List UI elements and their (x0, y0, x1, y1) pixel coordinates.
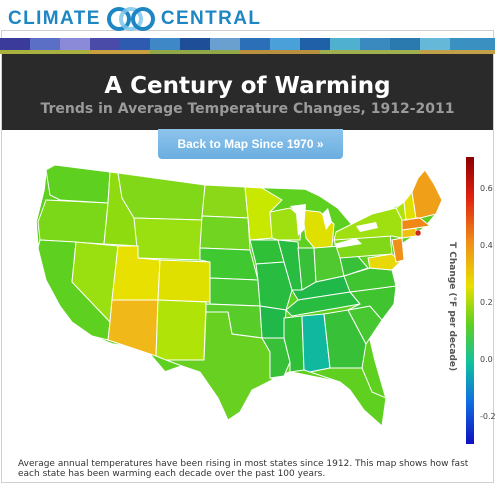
state-wisconsin (269, 207, 303, 241)
state-kansas (209, 277, 261, 307)
logo-rings-icon (106, 7, 155, 31)
state-north-dakota (201, 184, 249, 219)
colorbar-tick-0.0: 0.0 (480, 355, 493, 364)
state-texas (165, 311, 273, 421)
state-arizona (107, 299, 159, 357)
logo-text-left: CLIMATE (8, 8, 101, 29)
colorbar-tick-minus-0.2: -0.2 (480, 412, 495, 421)
logo-text-right: CENTRAL (160, 8, 262, 29)
state-maine (411, 169, 443, 219)
state-maryland-delaware (367, 253, 401, 271)
accent-stripe (0, 50, 495, 54)
state-washington (45, 164, 111, 204)
map-caption: Average annual temperatures have been ri… (18, 459, 469, 479)
state-colorado (157, 259, 213, 303)
page-title: A Century of Warming (104, 73, 391, 99)
great-lakes (290, 204, 378, 248)
us-temperature-map (35, 164, 443, 427)
climate-central-logo[interactable]: CLIMATE CENTRAL (8, 6, 261, 32)
header-banner: A Century of Warming Trends in Average T… (2, 54, 493, 130)
colorbar-tick-0.4: 0.4 (480, 241, 493, 250)
state-florida (308, 367, 387, 427)
state-south-dakota (199, 215, 251, 251)
colorbar-tick-0.6: 0.6 (480, 184, 493, 193)
state-arkansas (259, 305, 287, 339)
state-rhode-island (414, 229, 422, 237)
state-north-carolina (347, 285, 397, 321)
state-new-jersey (391, 237, 405, 263)
page-subtitle: Trends in Average Temperature Changes, 1… (40, 101, 455, 117)
color-stripe (0, 38, 495, 50)
temperature-colorbar (466, 157, 474, 444)
back-to-map-button[interactable]: Back to Map Since 1970 » (158, 129, 343, 159)
state-montana (117, 172, 206, 221)
state-virginia (343, 267, 397, 293)
colorbar-label-text: T Change (°F per decade) (447, 242, 457, 372)
colorbar-tick-0.2: 0.2 (480, 298, 493, 307)
state-wyoming (133, 217, 203, 261)
state-new-mexico (155, 299, 207, 361)
state-oregon (37, 199, 109, 245)
